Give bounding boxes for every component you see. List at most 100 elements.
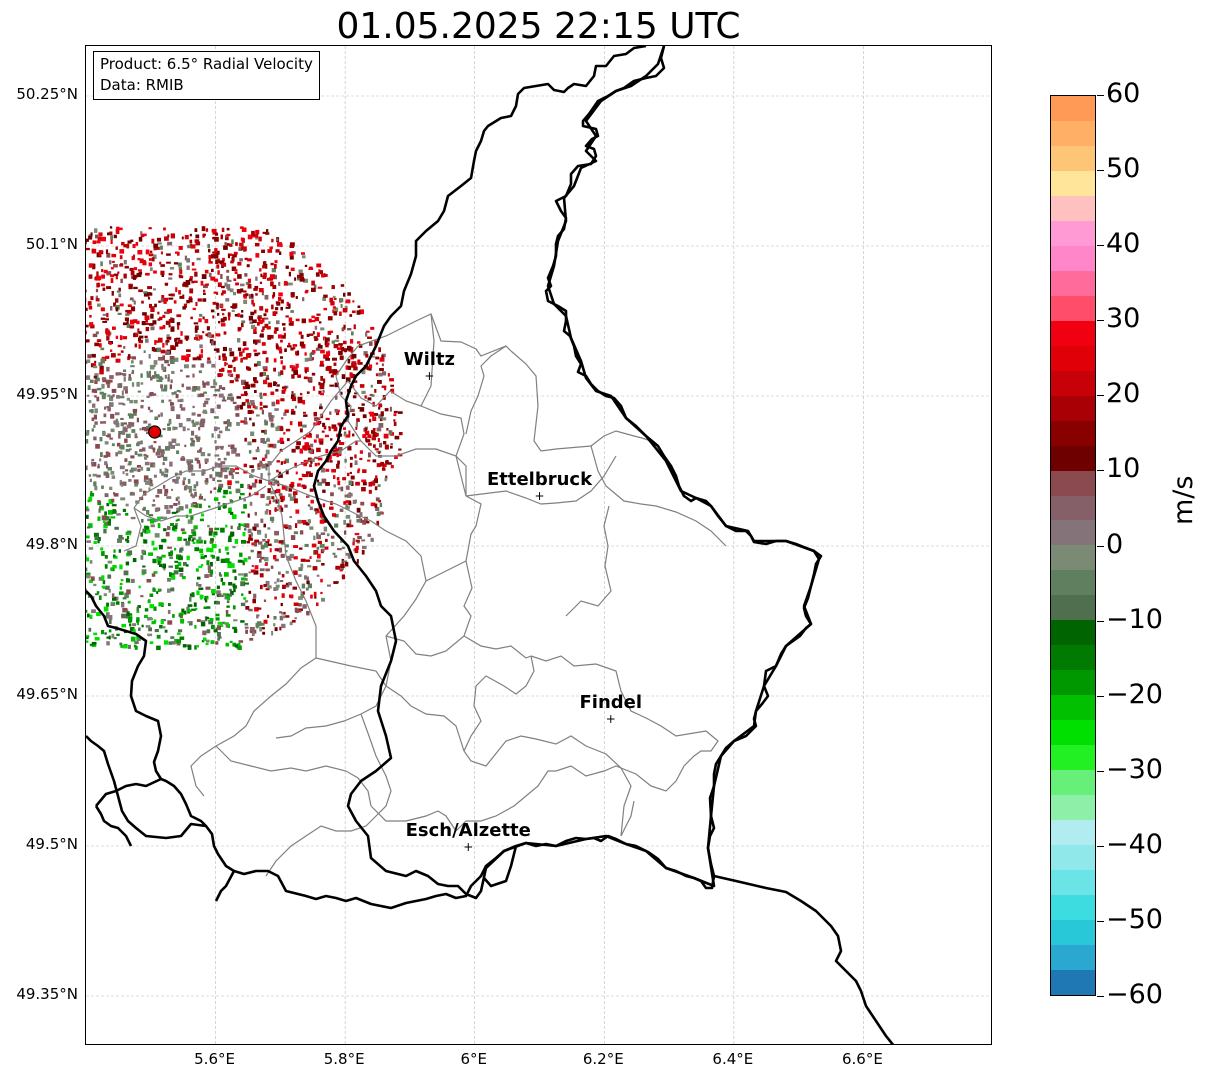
velocity-pixel [288,322,293,326]
velocity-pixel [132,623,136,627]
velocity-pixel [371,355,375,358]
velocity-pixel [317,345,323,349]
velocity-pixel [278,292,283,297]
velocity-pixel [320,468,326,473]
velocity-pixel [235,480,240,484]
velocity-pixel [104,441,109,445]
velocity-pixel [359,457,363,461]
velocity-pixel [86,508,90,512]
velocity-pixel [329,297,334,303]
velocity-pixel [160,251,163,255]
velocity-pixel [119,255,123,260]
velocity-pixel [275,249,280,253]
velocity-pixel [270,262,274,266]
velocity-pixel [97,303,101,307]
velocity-pixel [179,547,184,551]
velocity-pixel [90,232,93,237]
velocity-pixel [134,436,138,439]
velocity-pixel [262,457,266,461]
velocity-pixel [147,600,151,604]
velocity-pixel [159,624,163,629]
velocity-pixel [343,433,347,437]
velocity-pixel [96,387,102,391]
velocity-pixel [140,555,144,560]
velocity-pixel [247,278,251,283]
velocity-pixel [110,601,116,605]
velocity-pixel [280,461,283,465]
velocity-pixel [154,533,160,538]
velocity-pixel [321,563,325,566]
velocity-pixel [173,503,178,506]
velocity-pixel [237,338,241,343]
velocity-pixel [309,352,312,358]
velocity-pixel [377,438,380,442]
velocity-pixel [129,267,134,271]
velocity-pixel [284,458,289,464]
velocity-pixel [304,291,308,294]
velocity-pixel [123,244,129,248]
velocity-pixel [100,261,103,267]
velocity-pixel [203,289,206,293]
velocity-pixel [244,257,248,261]
velocity-pixel [336,477,340,481]
velocity-pixel [118,549,121,553]
velocity-pixel [239,258,243,262]
velocity-pixel [167,620,173,625]
velocity-pixel [117,353,121,356]
velocity-pixel [202,233,205,238]
velocity-pixel [121,430,126,435]
velocity-pixel [393,410,398,414]
velocity-pixel [273,330,277,334]
velocity-pixel [192,541,196,544]
velocity-pixel [340,304,343,308]
velocity-pixel [225,362,229,365]
velocity-pixel [323,526,328,532]
velocity-pixel [146,431,150,435]
colorbar-unit-label: m/s [1168,475,1199,525]
velocity-pixel [231,474,234,479]
velocity-pixel [155,451,161,456]
velocity-pixel [280,299,284,304]
velocity-pixel [367,336,372,339]
velocity-pixel [333,307,339,312]
velocity-pixel [315,510,318,515]
velocity-pixel [398,448,402,451]
velocity-pixel [281,623,286,629]
velocity-pixel [174,564,179,570]
velocity-pixel [181,236,184,240]
velocity-pixel [254,539,260,543]
velocity-pixel [197,413,201,417]
velocity-pixel [285,615,290,618]
velocity-pixel [213,394,218,397]
velocity-pixel [129,623,132,627]
velocity-pixel [216,304,219,310]
velocity-pixel [253,326,257,332]
velocity-pixel [290,347,294,351]
velocity-pixel [306,391,310,394]
map-area[interactable]: + Wiltz + Ettelbruck + Findel + Esch/Alzette [85,45,992,1045]
velocity-pixel [284,584,290,588]
velocity-pixel [331,542,335,546]
velocity-pixel [193,602,197,607]
velocity-pixel [119,642,123,646]
velocity-pixel [126,433,131,438]
velocity-pixel [167,577,171,582]
velocity-pixel [189,288,194,294]
velocity-pixel [179,615,183,619]
velocity-pixel [271,496,275,500]
velocity-pixel [234,467,240,470]
velocity-pixel [122,373,127,377]
velocity-pixel [175,523,178,526]
velocity-pixel [86,289,87,293]
velocity-pixel [284,504,288,508]
velocity-pixel [145,625,151,628]
velocity-pixel [164,467,167,473]
velocity-pixel [171,527,176,531]
velocity-pixel [245,384,250,390]
velocity-pixel [229,500,234,504]
velocity-pixel [318,390,322,395]
velocity-pixel [152,447,156,451]
velocity-pixel [270,281,274,287]
velocity-pixel [216,594,220,598]
velocity-pixel [208,261,213,264]
